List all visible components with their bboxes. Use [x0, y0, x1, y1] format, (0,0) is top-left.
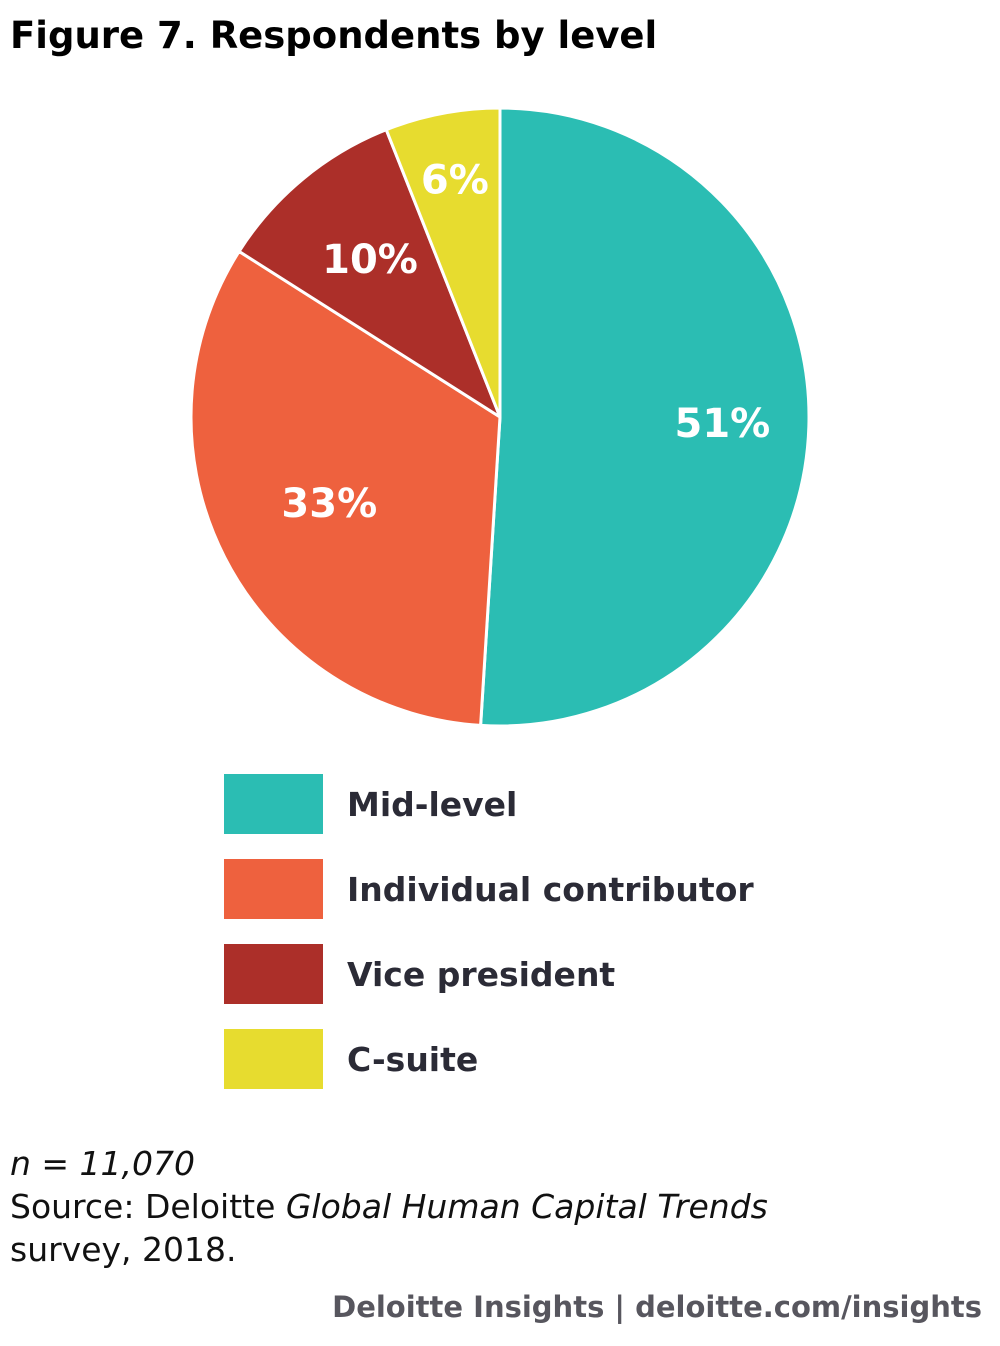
legend-swatch	[224, 859, 323, 919]
legend-label: Mid-level	[347, 784, 518, 824]
pie-chart: 51% 33% 10%6%	[189, 106, 811, 728]
pie-slice-individual-contributor	[189, 249, 502, 727]
source-note: Source: Deloitte Global Human Capital Tr…	[10, 1185, 768, 1228]
legend-swatch	[224, 774, 323, 834]
legend-label: Vice president	[347, 954, 616, 994]
legend-item-mid-level: Mid-level	[224, 774, 754, 834]
legend-item-individual-contributor: Individual contributor	[224, 859, 754, 919]
legend-item-c-suite: C-suite	[224, 1029, 754, 1089]
data-label: 6%	[421, 157, 489, 203]
legend-swatch	[224, 1029, 323, 1089]
data-label: 10%	[322, 237, 418, 283]
chart-notes: n = 11,070 Source: Deloitte Global Human…	[10, 1142, 768, 1271]
source-title: Global Human Capital Trends	[285, 1187, 768, 1226]
legend-label: Individual contributor	[347, 869, 754, 909]
pie-slice-vice-president	[237, 128, 502, 419]
legend-swatch	[224, 944, 323, 1004]
legend: Mid-level Individual contributor Vice pr…	[224, 774, 754, 1114]
legend-item-vice-president: Vice president	[224, 944, 754, 1004]
footer-credit: Deloitte Insights | deloitte.com/insight…	[332, 1290, 982, 1324]
legend-label: C-suite	[347, 1039, 479, 1079]
source-prefix: Source: Deloitte	[10, 1187, 286, 1226]
source-suffix: survey, 2018.	[10, 1230, 237, 1269]
data-label: 33%	[281, 481, 377, 527]
pie-slice-mid-level	[479, 106, 811, 728]
pie-slice-c-suite	[384, 106, 502, 419]
chart-title: Figure 7. Respondents by level	[10, 14, 658, 57]
data-label: 51%	[674, 401, 770, 447]
sample-size-note: n = 11,070	[10, 1144, 196, 1183]
